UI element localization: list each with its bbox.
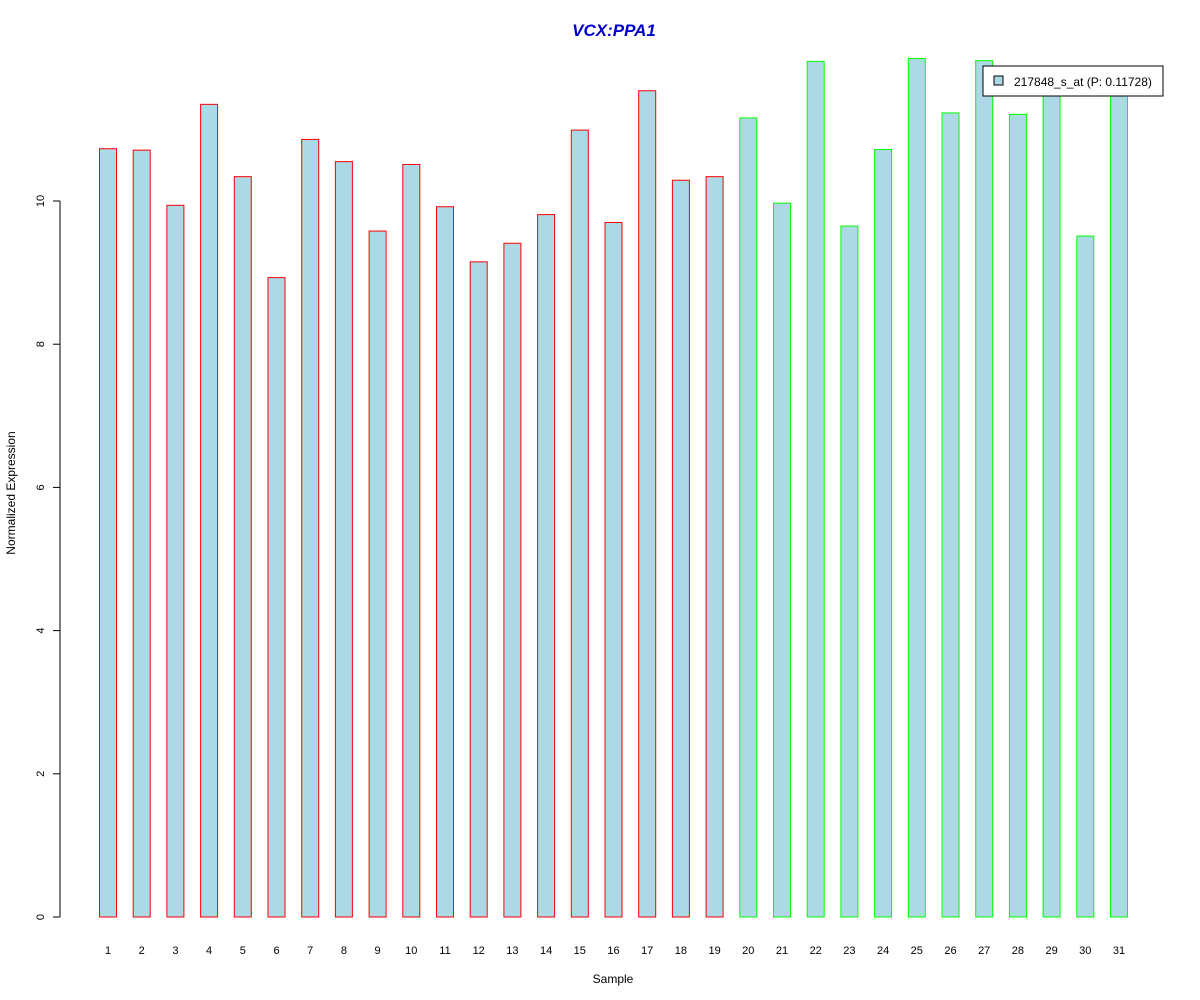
bar-sample-31 bbox=[1110, 84, 1128, 918]
bar-sample-21 bbox=[773, 202, 791, 918]
bar-sample-28 bbox=[1008, 113, 1027, 918]
x-tick-label: 12 bbox=[473, 945, 485, 957]
y-tick-label: 2 bbox=[35, 771, 47, 777]
x-tick-label: 3 bbox=[172, 945, 178, 957]
x-tick-label: 11 bbox=[439, 945, 450, 957]
x-tick-label: 21 bbox=[776, 945, 788, 957]
bar-sample-30 bbox=[1076, 235, 1095, 918]
bars-group bbox=[99, 58, 1128, 918]
y-tick-label: 6 bbox=[35, 484, 47, 490]
x-tick-label: 25 bbox=[911, 945, 923, 957]
x-tick-label: 31 bbox=[1113, 945, 1125, 957]
x-tick-label: 20 bbox=[742, 945, 754, 957]
bar-sample-10 bbox=[402, 163, 421, 918]
x-tick-label: 4 bbox=[206, 945, 212, 957]
bar-sample-12 bbox=[469, 261, 488, 918]
bar-sample-19 bbox=[705, 176, 724, 918]
x-tick-label: 27 bbox=[978, 945, 990, 957]
bar-sample-26 bbox=[941, 112, 960, 918]
bar-sample-27 bbox=[975, 60, 994, 918]
y-tick-label: 0 bbox=[35, 914, 47, 920]
bar-sample-1 bbox=[99, 148, 117, 918]
bar-sample-7 bbox=[301, 138, 320, 918]
bar-sample-5 bbox=[233, 176, 252, 918]
bar-sample-3 bbox=[166, 204, 185, 918]
y-tick-label: 10 bbox=[35, 195, 47, 207]
bar-sample-2 bbox=[132, 149, 151, 918]
x-tick-label: 24 bbox=[877, 945, 889, 957]
y-tick-label: 8 bbox=[35, 341, 47, 347]
legend-label: 217848_s_at (P: 0.11728) bbox=[1014, 75, 1152, 89]
x-tick-label: 9 bbox=[375, 945, 381, 957]
x-tick-label: 23 bbox=[843, 945, 855, 957]
bar-sample-16 bbox=[604, 221, 623, 918]
bar-sample-4 bbox=[200, 103, 219, 918]
bar-sample-22 bbox=[806, 60, 825, 918]
x-tick-label: 1 bbox=[105, 945, 111, 957]
x-tick-label: 29 bbox=[1045, 945, 1057, 957]
x-tick-label: 2 bbox=[139, 945, 145, 957]
x-tick-label: 15 bbox=[574, 945, 586, 957]
x-tick-label: 10 bbox=[405, 945, 417, 957]
y-axis: 0 2 4 6 8 10 bbox=[35, 195, 61, 920]
x-axis-title: Sample bbox=[593, 972, 634, 986]
bar-sample-8 bbox=[334, 161, 353, 918]
bar-sample-24 bbox=[874, 148, 893, 918]
bar-sample-17 bbox=[638, 90, 657, 918]
x-tick-label: 18 bbox=[675, 945, 687, 957]
bar-sample-20 bbox=[739, 117, 758, 918]
legend-swatch bbox=[993, 75, 1004, 86]
bar-sample-15 bbox=[570, 129, 589, 918]
x-tick-label: 13 bbox=[506, 945, 518, 957]
legend: 217848_s_at (P: 0.11728) bbox=[982, 65, 1164, 97]
x-axis-labels: 1 2 3 4 5 6 7 8 9 10 11 12 13 14 15 16 17 18 19 20 21 22 23 24 2… bbox=[105, 945, 1125, 957]
x-tick-label: 22 bbox=[810, 945, 822, 957]
x-tick-label: 17 bbox=[641, 945, 653, 957]
bar-sample-25 bbox=[907, 58, 926, 918]
y-axis-title: Normalized Expression bbox=[4, 431, 18, 554]
x-tick-label: 19 bbox=[708, 945, 720, 957]
x-tick-label: 5 bbox=[240, 945, 246, 957]
x-tick-label: 6 bbox=[273, 945, 279, 957]
bar-sample-29 bbox=[1042, 94, 1061, 918]
x-tick-label: 14 bbox=[540, 945, 552, 957]
x-tick-label: 28 bbox=[1012, 945, 1024, 957]
x-tick-label: 16 bbox=[607, 945, 619, 957]
y-tick-label: 4 bbox=[35, 628, 47, 634]
bar-sample-6 bbox=[267, 277, 286, 918]
bar-sample-11 bbox=[436, 206, 454, 918]
x-tick-label: 30 bbox=[1079, 945, 1091, 957]
x-tick-label: 7 bbox=[307, 945, 313, 957]
bar-sample-9 bbox=[368, 230, 387, 918]
legend-box bbox=[982, 65, 1164, 97]
bar-sample-18 bbox=[671, 179, 690, 918]
bar-sample-14 bbox=[537, 214, 556, 918]
chart-title: VCX:PPA1 bbox=[572, 21, 656, 40]
bar-sample-23 bbox=[840, 225, 859, 918]
bar-sample-13 bbox=[503, 242, 522, 918]
x-tick-label: 8 bbox=[341, 945, 347, 957]
x-tick-label: 26 bbox=[944, 945, 956, 957]
